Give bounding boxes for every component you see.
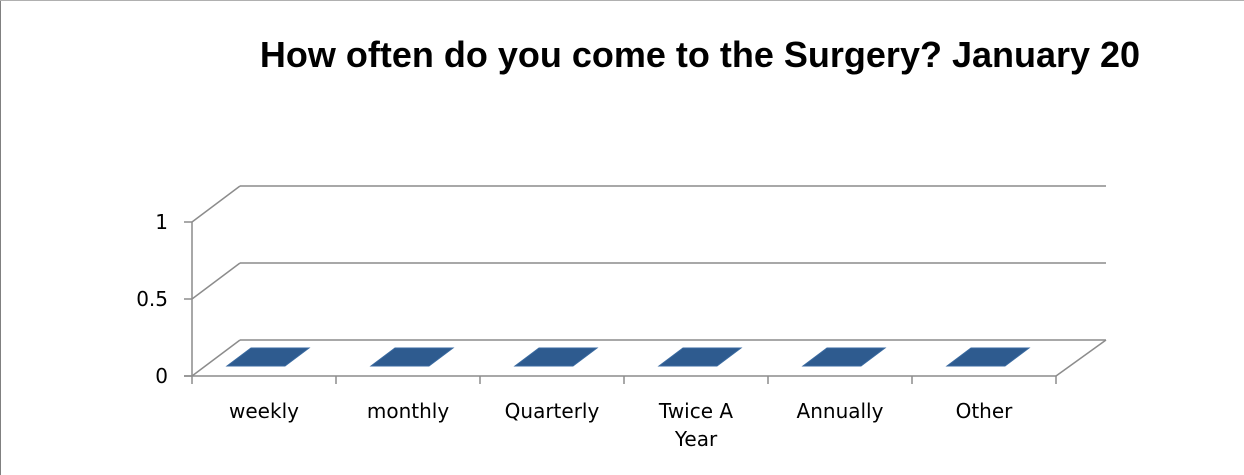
- chart-title: How often do you come to the Surgery? Ja…: [259, 34, 1141, 75]
- x-category-label-0: weekly: [229, 399, 299, 423]
- y-tick-label-2: 1: [155, 210, 168, 234]
- x-category-label-3: Twice A Year: [658, 399, 733, 451]
- floor-right-edge: [1055, 339, 1107, 377]
- bar-other: [945, 347, 1031, 367]
- frame-border-left: [0, 0, 1, 475]
- x-category-label-4: Annually: [797, 399, 884, 423]
- bar-twice-a-year: [657, 347, 743, 367]
- bar-monthly: [369, 347, 455, 367]
- x-category-label-1: monthly: [367, 399, 449, 423]
- y-tick-label-1: 0.5: [136, 287, 168, 311]
- bar-weekly: [225, 347, 311, 367]
- bar-quarterly: [513, 347, 599, 367]
- side-wall-diagonal-0: [191, 339, 241, 377]
- x-category-label-5: Other: [956, 399, 1014, 423]
- bar-annually: [801, 347, 887, 367]
- frame-border-top: [0, 0, 1244, 1]
- side-wall-diagonal-1: [191, 262, 241, 300]
- y-tick-label-0: 0: [155, 364, 168, 388]
- side-wall-diagonal-2: [191, 185, 241, 223]
- x-category-label-2: Quarterly: [505, 399, 600, 423]
